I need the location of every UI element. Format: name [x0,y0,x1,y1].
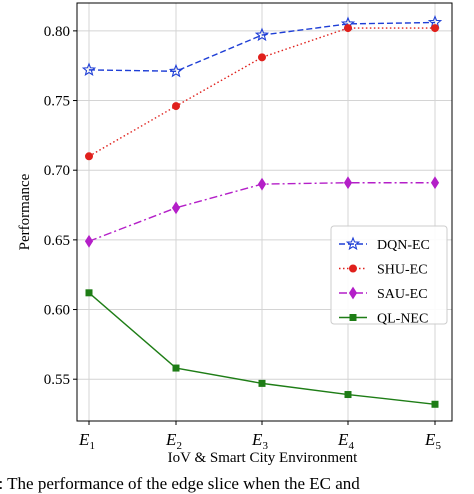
y-tick-label: 0.75 [44,94,70,110]
x-tick-label: E1 [78,430,95,452]
x-axis-label: IoV & Smart City Environment [168,450,359,466]
series-dqn-ec [81,15,443,78]
y-tick-label: 0.80 [44,24,70,40]
y-tick-label: 0.60 [44,303,70,319]
data-point [172,364,180,372]
legend-label: DQN-EC [377,238,430,253]
data-point [81,62,97,76]
x-tick-label: E3 [251,430,268,452]
y-axis-label: Performance [17,173,33,250]
x-tick-label: E2 [165,430,182,452]
series-line [88,21,436,72]
legend-entry: QL-NEC [339,312,428,327]
legend-marker [349,264,357,273]
legend-entry: SHU-EC [339,263,428,278]
data-point [85,152,93,161]
series-ql-nec [85,289,439,408]
data-point [343,176,353,190]
data-point [430,176,440,190]
x-tick-label: E4 [337,430,354,452]
data-point [344,391,352,399]
series-shu-ec [85,24,439,161]
grid-lines [77,3,452,421]
data-point [172,102,180,111]
x-tick-label: E5 [424,430,441,452]
legend-entry: DQN-EC [339,236,430,253]
legend-marker [348,286,358,300]
figure-caption: 6: The performance of the edge slice whe… [0,474,360,493]
data-point [84,234,94,248]
y-axis: 0.55 0.60 0.65 0.70 0.75 0.80 [44,24,77,388]
data-point [257,177,267,191]
series-layer [81,15,443,408]
plot-frame [76,2,453,422]
data-point [431,24,439,33]
legend-box [330,225,448,325]
y-tick-label: 0.65 [44,233,70,249]
data-point [258,53,266,62]
legend-label: SHU-EC [377,263,428,278]
series-sau-ec [84,176,440,248]
legend-marker [349,314,357,321]
legend-label: QL-NEC [377,312,428,327]
legend-label: SAU-EC [377,287,428,302]
data-point [344,24,352,33]
legend-marker [345,236,361,251]
legend: DQN-EC SHU-EC SAU-EC QL-NEC [330,225,448,327]
data-point [85,289,93,297]
data-point [431,400,439,408]
data-point [171,201,181,215]
data-point [254,27,270,42]
data-point [258,379,266,387]
x-axis: E1 E2 E3 E4 E5 [78,421,441,452]
data-point [168,63,184,78]
y-tick-label: 0.55 [44,372,70,388]
legend-entry: SAU-EC [339,286,428,302]
y-tick-label: 0.70 [44,163,70,179]
